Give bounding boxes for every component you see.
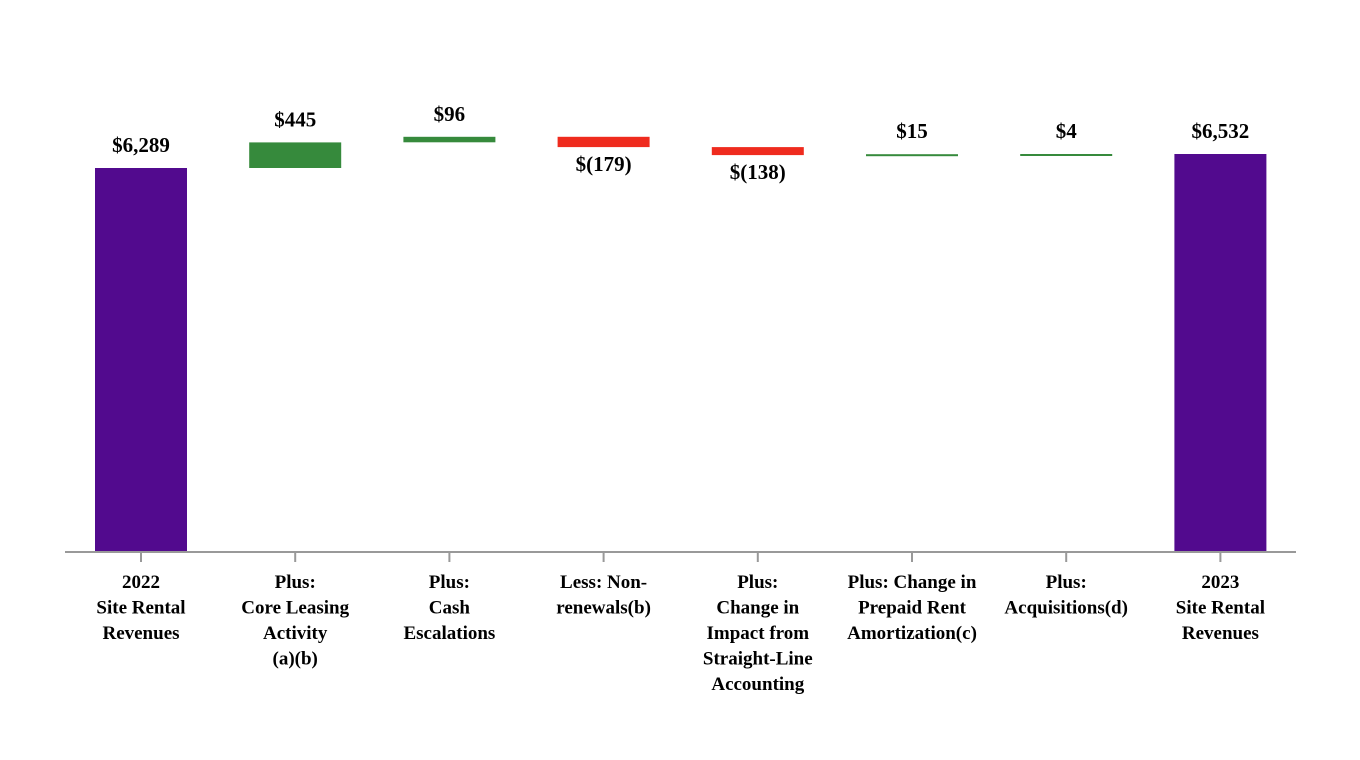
value-label-7: $6,532: [1192, 119, 1250, 143]
category-label-line: Less: Non-: [560, 572, 647, 593]
bar-2: [403, 136, 496, 143]
category-label-line: Plus:: [1046, 572, 1087, 593]
category-label-line: Acquisitions(d): [1004, 598, 1128, 619]
category-label-6: Plus: Acquisitions(d): [1004, 572, 1128, 619]
category-label-line: Revenues: [1182, 623, 1259, 644]
category-label-line: Change in: [716, 598, 799, 619]
category-label-line: Escalations: [403, 623, 495, 644]
category-label-line: Amortization(c): [847, 623, 977, 644]
category-label-line: Accounting: [711, 674, 804, 695]
bar-5: [866, 154, 958, 157]
bar-4: [711, 147, 804, 156]
category-label-line: Site Rental: [1176, 598, 1265, 619]
category-label-5: Plus: Change in Prepaid Rent Amortization(…: [847, 572, 977, 644]
category-label-line: Plus: Change in: [848, 572, 977, 593]
value-labels-group: $6,289 $445 $96 $(179) $(138) $15 $4 $6,532: [112, 102, 1249, 184]
value-label-3: $(179): [576, 152, 632, 176]
value-label-4: $(138): [730, 160, 786, 184]
category-label-0: 2022 Site Rental Revenues: [96, 572, 185, 644]
value-label-0: $6,289: [112, 133, 170, 157]
category-label-line: Activity: [263, 623, 328, 644]
bar-0: [95, 168, 187, 552]
bars-group: [95, 136, 1267, 552]
category-label-line: Prepaid Rent: [858, 598, 967, 619]
category-label-line: 2023: [1201, 572, 1239, 593]
category-label-line: Plus:: [429, 572, 470, 593]
category-label-2: Plus: Cash Escalations: [403, 572, 495, 644]
x-axis-ticks: [140, 552, 1222, 562]
category-labels-group: 2022 Site Rental Revenues Plus: Core Leasing…: [96, 572, 1265, 695]
category-label-line: 2022: [122, 572, 160, 593]
category-label-line: Revenues: [102, 623, 179, 644]
category-label-1: Plus: Core Leasing Activity (a)(b): [241, 572, 349, 670]
category-label-4: Plus: Change in Impact from Straight-Line Ac…: [703, 572, 813, 695]
bar-7: [1174, 154, 1267, 552]
category-label-line: Site Rental: [96, 598, 185, 619]
value-label-2: $96: [434, 102, 466, 126]
bar-6: [1020, 154, 1113, 156]
value-label-1: $445: [274, 107, 316, 131]
category-label-line: renewals(b): [556, 598, 651, 619]
bar-3: [557, 136, 650, 148]
category-label-line: (a)(b): [273, 649, 318, 670]
category-label-line: Plus:: [275, 572, 316, 593]
bar-1: [249, 142, 342, 168]
category-label-line: Impact from: [707, 623, 810, 644]
category-label-line: Core Leasing: [241, 598, 349, 619]
category-label-7: 2023 Site Rental Revenues: [1176, 572, 1265, 644]
value-label-6: $4: [1056, 119, 1078, 143]
value-label-5: $15: [896, 119, 928, 143]
category-label-line: Straight-Line: [703, 649, 813, 670]
category-label-line: Plus:: [737, 572, 778, 593]
category-label-line: Cash: [429, 598, 471, 619]
category-label-3: Less: Non-renewals(b): [556, 572, 651, 619]
